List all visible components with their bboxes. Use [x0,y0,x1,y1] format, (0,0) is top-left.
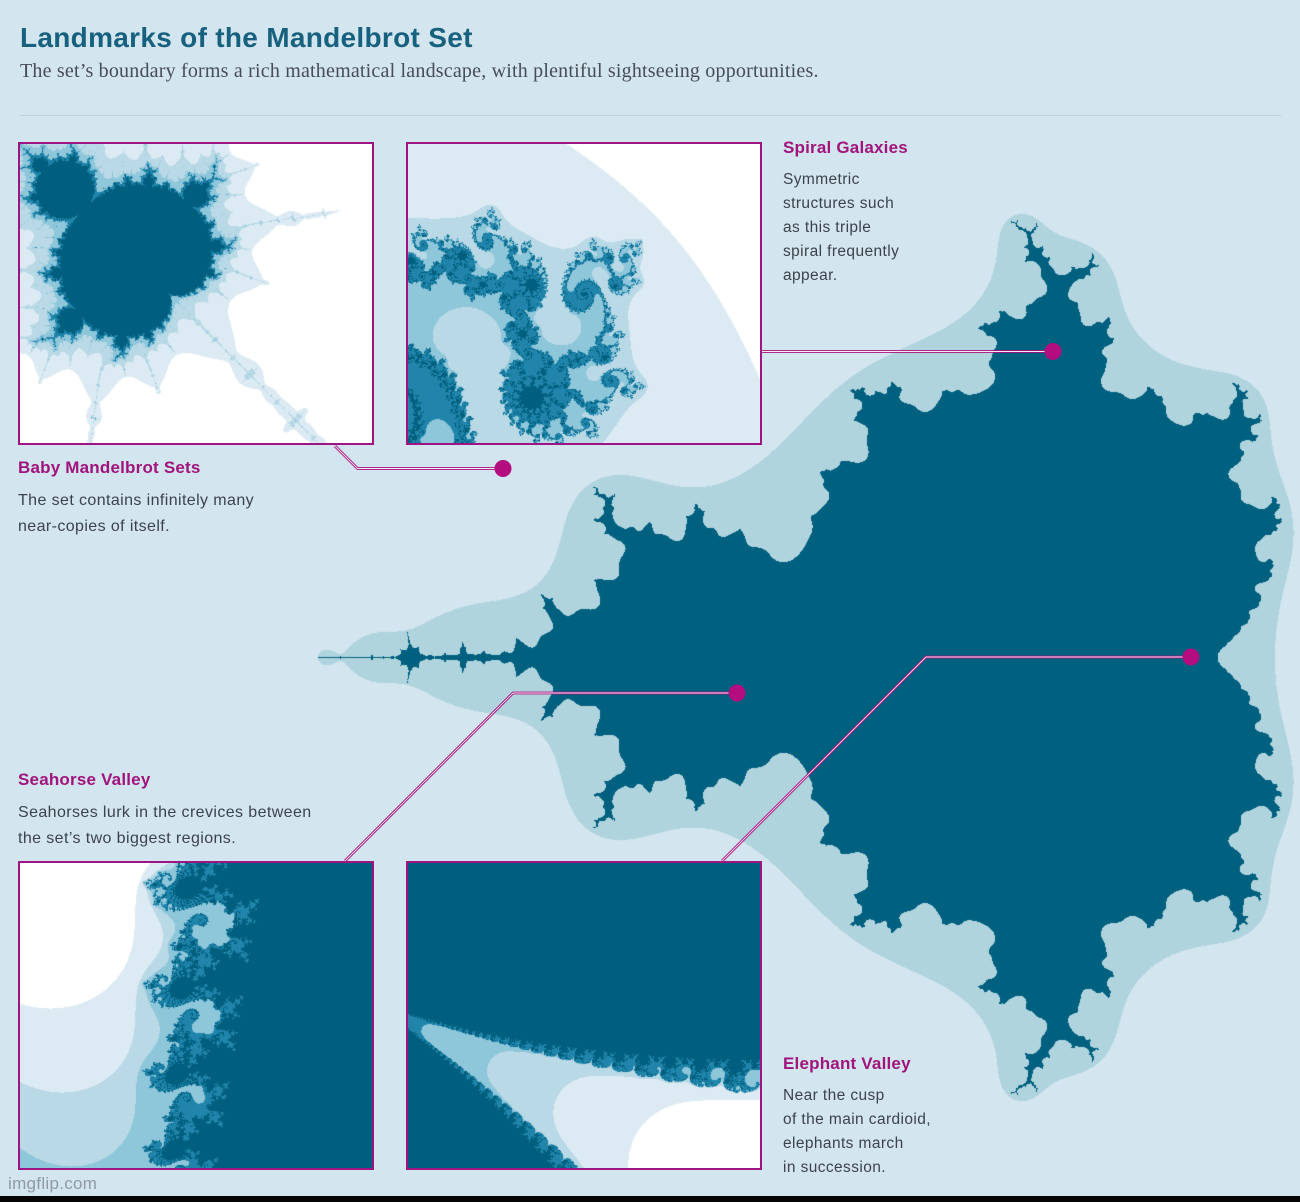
spiral-galaxies-zoom-canvas [408,144,760,443]
seahorse-connector-line [344,691,730,862]
seahorse-location-dot [728,684,746,702]
elephant-valley-zoom-box [406,861,762,1170]
elephant-valley-zoom-canvas [408,863,760,1168]
bottom-black-bar [0,1196,1300,1202]
baby-mandelbrot-zoom-box [18,142,374,445]
callout-text-line: of the main cardioid, [783,1111,931,1128]
callout-text-line: Symmetric [783,171,860,188]
baby-connector-line [334,445,496,470]
callout-text-line: elephants march [783,1135,904,1152]
callout-title: Seahorse Valley [18,770,151,789]
callout-text-line: as this triple [783,219,872,236]
callout-text-line: near-copies of itself. [18,518,170,535]
seahorse-valley-zoom-canvas [20,863,372,1168]
spiral-galaxies-zoom-box [406,142,762,445]
callout-seahorse-valley: Seahorse Valley Seahorses lurk in the cr… [18,770,348,852]
callout-text-line: appear. [783,267,838,284]
header-divider [20,115,1281,116]
callout-text-line: The set contains infinitely many [18,492,255,509]
page-title: Landmarks of the Mandelbrot Set [20,22,473,53]
callout-title: Baby Mandelbrot Sets [18,458,201,477]
spiral-location-dot [1044,343,1062,360]
callout-text-line: the set’s two biggest regions. [18,830,237,847]
callout-text-line: Near the cusp [783,1087,885,1104]
elephant-location-dot [1182,648,1200,666]
callout-text-line: spiral frequently [783,243,900,260]
callout-title: Spiral Galaxies [783,138,908,157]
elephant-connector-line [721,655,1184,862]
seahorse-valley-zoom-box [18,861,374,1170]
callout-title: Elephant Valley [783,1054,911,1073]
callout-text-line: structures such [783,195,895,212]
callout-baby-mandelbrot-sets: Baby Mandelbrot Sets The set contains in… [18,458,338,540]
callout-elephant-valley: Elephant Valley Near the cusp of the mai… [783,1054,973,1180]
callout-text-line: in succession. [783,1159,886,1176]
imgflip-watermark: imgflip.com [8,1174,98,1193]
baby-mandelbrot-zoom-canvas [20,144,372,443]
callout-text-line: Seahorses lurk in the crevices between [18,804,312,821]
callout-spiral-galaxies: Spiral Galaxies Symmetric structures suc… [783,138,973,288]
page-subtitle: The set’s boundary forms a rich mathemat… [20,60,819,82]
baby-location-dot [494,460,512,477]
